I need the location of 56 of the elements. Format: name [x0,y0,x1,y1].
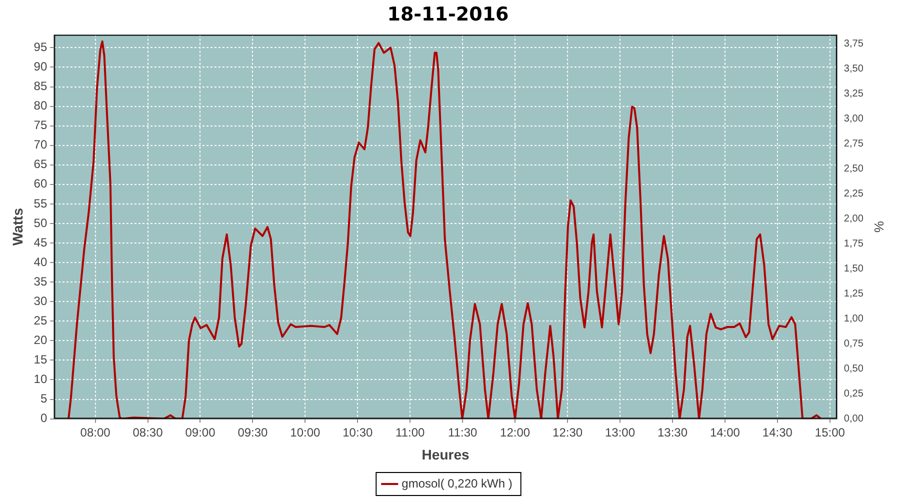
y2-tick-label: 3,00 [844,114,864,125]
y2-tick-label: 1,25 [844,288,864,300]
y-tick-label: 25 [34,313,48,328]
y-tick-label: 40 [34,254,48,269]
y2-tick-label: 3,75 [844,38,864,50]
y2-tick-label: 2,25 [844,188,864,200]
x-tick-label: 14:30 [762,425,793,440]
y-tick-label: 65 [34,157,48,172]
y-tick-label: 70 [34,138,48,152]
y-tick-label: 95 [34,40,48,54]
y-axis-title: Watts [9,208,26,246]
y2-tick-label: 0,75 [844,338,864,350]
y-tick-label: 30 [34,294,48,308]
y2-tick-label: 0,25 [844,388,864,400]
x-tick-label: 13:00 [605,425,636,440]
y-tick-label: 15 [34,352,48,367]
x-tick-label: 13:30 [657,425,688,440]
x-tick-label: 08:30 [132,425,164,440]
x-tick-label: 09:30 [238,425,268,440]
y2-tick-label: 1,00 [844,314,864,325]
x-tick-label: 15:00 [814,425,846,440]
y2-tick-label: 2,00 [844,214,864,225]
y2-axis-title: % [872,221,887,234]
legend-label: gmosol( 0,220 kWh ) [402,476,512,490]
y-tick-label: 5 [40,392,48,406]
x-axis-title: Heures [422,446,470,462]
y-tick-label: 20 [34,332,48,347]
y2-tick-label: 1,50 [844,264,864,275]
y2-tick-label: 2,75 [844,138,864,150]
x-tick-label: 08:00 [80,425,111,440]
x-tick-label: 12:30 [552,425,583,440]
x-tick-label: 09:00 [185,425,216,440]
y-tick-label: 80 [34,98,48,113]
y-tick-label: 0 [40,411,48,426]
x-tick-label: 11:30 [448,425,478,440]
y-tick-label: 90 [34,60,48,74]
x-tick-label: 10:30 [342,425,373,440]
y2-tick-label: 3,25 [844,88,864,100]
x-tick-label: 12:00 [500,425,530,440]
y2-tick-label: 2,50 [844,164,864,175]
y-tick-label: 35 [34,274,48,288]
y-tick-label: 75 [34,118,48,132]
y-tick-label: 85 [34,79,48,94]
x-tick-label: 14:00 [710,425,740,440]
y-tick-label: 45 [34,235,48,250]
y2-tick-label: 3,50 [844,64,864,75]
y-tick-label: 10 [34,372,48,386]
x-tick-label: 10:00 [290,425,321,440]
y2-tick-label: 0,50 [844,364,864,375]
y-tick-label: 60 [34,176,48,191]
x-tick-label: 11:00 [396,425,426,440]
y2-tick-label: 0,00 [844,414,864,425]
y-tick-label: 55 [34,196,48,210]
y2-tick-label: 1,75 [844,238,864,250]
chart-title: 18-11-2016 [387,3,509,26]
y-tick-label: 50 [34,216,48,230]
